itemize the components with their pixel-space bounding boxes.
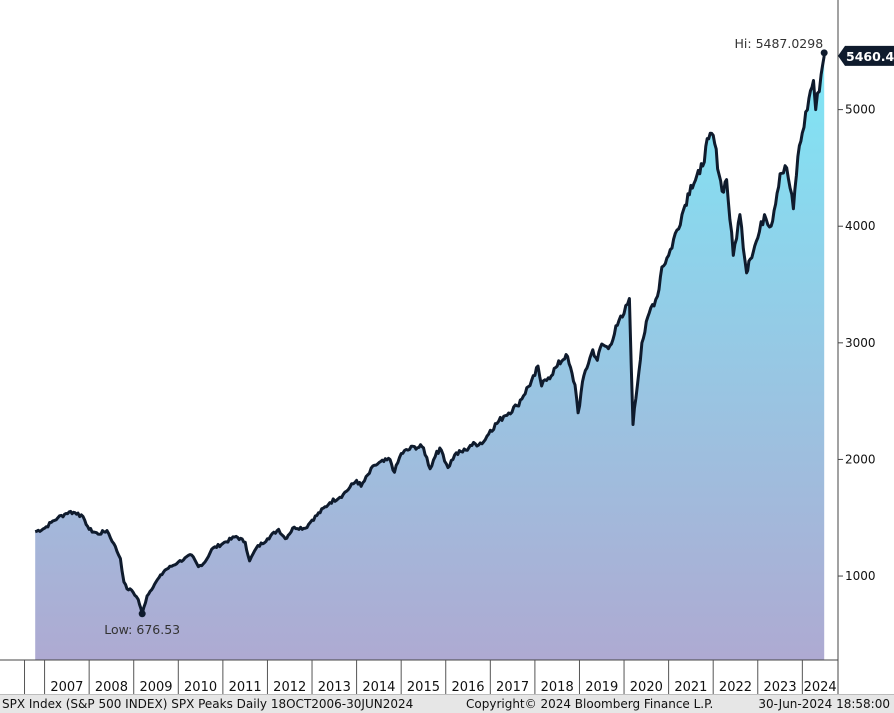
x-year-label: 2015: [407, 680, 440, 694]
y-tick-label: 5000: [845, 103, 876, 117]
x-year-label: 2020: [630, 680, 663, 694]
x-year-label: 2008: [95, 680, 128, 694]
y-tick-label: 1000: [845, 569, 876, 583]
spx-chart: 1000 2000 3000 4000 5000 2007 2008 2009 2010 2011…: [0, 0, 894, 694]
annotation-layer: Hi: 5487.0298 Low: 676.53 5460.48: [104, 36, 894, 637]
axis-layer: 1000 2000 3000 4000 5000 2007 2008 2009 2010 2011…: [0, 0, 876, 694]
high-marker: [820, 49, 828, 57]
x-year-label: 2007: [50, 680, 83, 694]
x-year-label: 2023: [764, 680, 797, 694]
x-year-label: 2016: [451, 680, 484, 694]
x-year-label: 2019: [585, 680, 618, 694]
footer-copyright: Copyright© 2024 Bloomberg Finance L.P.: [466, 697, 714, 711]
y-tick-label: 3000: [845, 336, 876, 350]
x-year-label: 2018: [541, 680, 574, 694]
low-label: Low: 676.53: [104, 622, 180, 637]
x-year-label: 2024: [804, 680, 837, 694]
x-year-label: 2011: [229, 680, 262, 694]
last-value-box: [838, 45, 894, 66]
high-label: Hi: 5487.0298: [735, 36, 824, 51]
y-tick-label: 4000: [845, 219, 876, 233]
x-year-label: 2012: [273, 680, 306, 694]
x-year-label: 2022: [719, 680, 752, 694]
x-year-label: 2009: [139, 680, 172, 694]
footer-timestamp: 30-Jun-2024 18:58:00: [758, 697, 890, 711]
last-value-label: 5460.48: [846, 49, 894, 64]
footer-ticker-info: SPX Index (S&P 500 INDEX) SPX Peaks Dail…: [2, 697, 414, 711]
x-year-label: 2014: [362, 680, 395, 694]
line-layer: [34, 55, 826, 616]
x-year-label: 2013: [318, 680, 351, 694]
area-layer: [35, 55, 825, 660]
x-year-label: 2021: [674, 680, 707, 694]
x-year-label: 2010: [184, 680, 217, 694]
spx-area-fill: [35, 55, 825, 660]
footer-bar: SPX Index (S&P 500 INDEX) SPX Peaks Dail…: [0, 694, 894, 713]
spx-price-line: [34, 55, 826, 616]
y-tick-label: 2000: [845, 452, 876, 466]
low-marker: [138, 610, 146, 618]
x-year-label: 2017: [496, 680, 529, 694]
